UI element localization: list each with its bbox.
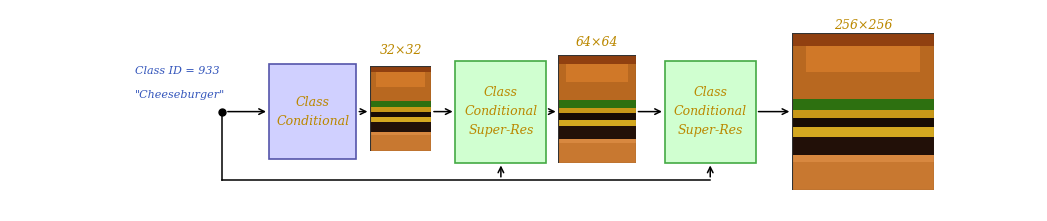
Bar <box>371 120 431 132</box>
Bar <box>793 33 934 46</box>
Bar <box>371 107 431 112</box>
Bar <box>558 55 636 101</box>
Text: Class
Conditional
Super-Res: Class Conditional Super-Res <box>673 86 747 137</box>
Bar <box>793 155 934 190</box>
Bar <box>558 139 636 163</box>
FancyBboxPatch shape <box>665 61 756 163</box>
Bar <box>793 133 934 155</box>
Bar <box>793 109 934 118</box>
Bar <box>371 66 431 101</box>
Bar <box>558 55 636 64</box>
Bar <box>558 137 636 143</box>
FancyBboxPatch shape <box>269 64 356 159</box>
Text: Class ID = 933: Class ID = 933 <box>135 66 220 76</box>
Text: "Cheeseburger": "Cheeseburger" <box>135 90 225 100</box>
Bar <box>371 110 431 117</box>
Bar <box>793 33 934 99</box>
Bar <box>558 101 636 108</box>
Bar <box>793 152 934 162</box>
Bar <box>793 124 934 137</box>
Bar <box>371 101 431 107</box>
Bar <box>371 115 431 122</box>
Bar <box>558 124 636 139</box>
Bar <box>376 70 425 87</box>
Bar <box>566 61 628 82</box>
Text: Class
Conditional
Super-Res: Class Conditional Super-Res <box>464 86 537 137</box>
Bar <box>806 41 920 72</box>
Text: Class
Conditional: Class Conditional <box>276 96 350 128</box>
Text: 256×256: 256×256 <box>834 19 892 32</box>
Bar <box>558 107 636 113</box>
Text: 64×64: 64×64 <box>576 36 619 49</box>
Bar <box>558 111 636 120</box>
Bar <box>371 132 431 151</box>
Bar <box>371 66 431 72</box>
Bar <box>793 115 934 127</box>
Bar <box>793 99 934 110</box>
Bar <box>558 118 636 126</box>
Bar <box>371 130 431 135</box>
Text: 32×32: 32×32 <box>379 44 422 57</box>
FancyBboxPatch shape <box>455 61 547 163</box>
